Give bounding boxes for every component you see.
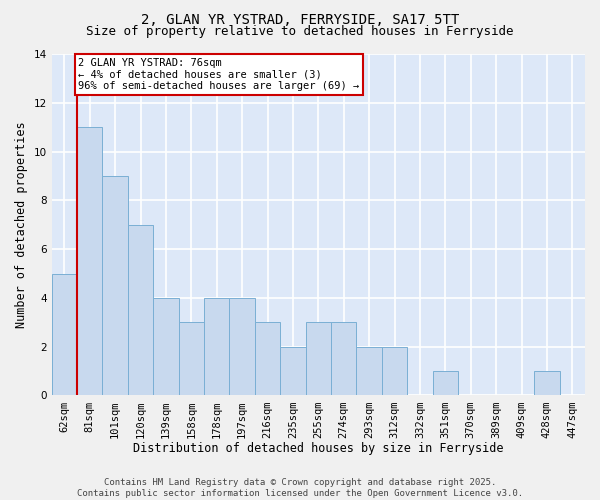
X-axis label: Distribution of detached houses by size in Ferryside: Distribution of detached houses by size … <box>133 442 503 455</box>
Bar <box>103 176 128 396</box>
Bar <box>433 371 458 396</box>
Bar <box>331 322 356 396</box>
Bar <box>52 274 77 396</box>
Bar <box>280 346 305 396</box>
Bar <box>153 298 179 396</box>
Bar <box>255 322 280 396</box>
Y-axis label: Number of detached properties: Number of detached properties <box>15 122 28 328</box>
Bar <box>534 371 560 396</box>
Bar <box>204 298 229 396</box>
Bar <box>179 322 204 396</box>
Bar <box>305 322 331 396</box>
Bar <box>128 224 153 396</box>
Bar <box>77 127 103 396</box>
Text: Size of property relative to detached houses in Ferryside: Size of property relative to detached ho… <box>86 25 514 38</box>
Text: 2, GLAN YR YSTRAD, FERRYSIDE, SA17 5TT: 2, GLAN YR YSTRAD, FERRYSIDE, SA17 5TT <box>141 12 459 26</box>
Text: Contains HM Land Registry data © Crown copyright and database right 2025.
Contai: Contains HM Land Registry data © Crown c… <box>77 478 523 498</box>
Text: 2 GLAN YR YSTRAD: 76sqm
← 4% of detached houses are smaller (3)
96% of semi-deta: 2 GLAN YR YSTRAD: 76sqm ← 4% of detached… <box>79 58 359 91</box>
Bar <box>382 346 407 396</box>
Bar <box>229 298 255 396</box>
Bar <box>356 346 382 396</box>
